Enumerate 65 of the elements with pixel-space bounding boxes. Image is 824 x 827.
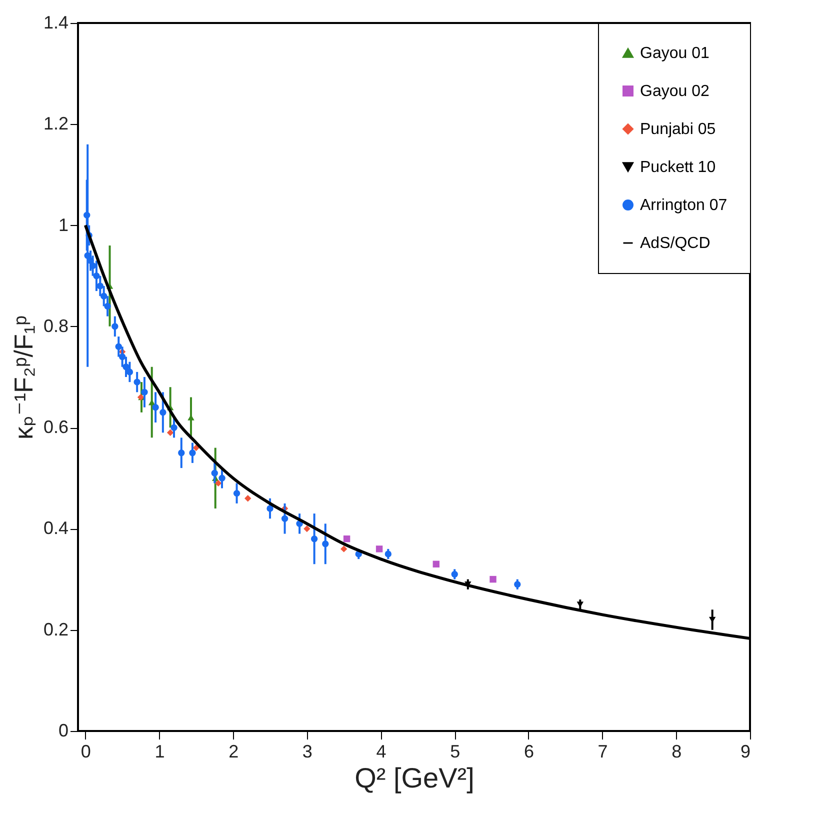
y-tick-label: 0.8 [43,316,68,336]
y-tick-label: 0.6 [43,417,68,438]
point [490,576,496,583]
point [244,495,252,502]
x-tick-label: 4 [376,742,386,762]
legend-label: Gayou 01 [640,45,710,62]
point [432,560,440,568]
point [84,212,90,219]
x-tick-label: 6 [524,742,534,762]
y-axis-title: κₚ⁻¹F₂ᵖ/F₁ᵖ [8,315,38,440]
point [384,550,392,558]
point [304,525,310,532]
point [126,368,134,376]
point [218,474,226,482]
point [96,282,104,290]
x-tick-label: 1 [154,742,165,762]
point [118,353,126,360]
y-tick-label: 1 [58,214,68,235]
point [310,535,318,542]
y-tick-label: 1.2 [43,114,68,134]
point [170,424,178,431]
point [514,580,521,588]
y-tick-label: 1.4 [43,12,68,32]
point [343,535,350,542]
point [166,429,174,436]
legend-label: Arrington 07 [640,197,728,214]
point [178,450,185,456]
point [84,252,91,259]
x-tick-label: 2 [228,742,239,762]
x-tick-label: 3 [302,742,312,762]
point [322,540,329,548]
point [211,470,218,476]
point [93,272,100,280]
point [160,409,166,416]
point [115,343,122,350]
point [100,292,108,300]
point [134,378,140,386]
point [189,450,196,456]
y-tick-label: 0 [58,720,68,740]
y-tick-label: 0.2 [43,619,68,640]
point [214,480,222,487]
legend-label: Puckett 10 [640,159,716,176]
point [376,546,383,552]
legend-label: AdS/QCD [640,235,710,252]
point [451,570,458,578]
y-tick-label: 0.4 [43,518,68,538]
point [122,364,130,370]
point [141,388,148,396]
x-axis-title: Q² [GeV²] [354,762,474,794]
legend-label: Punjabi 05 [640,121,716,138]
point [266,505,274,512]
x-tick-label: 8 [672,742,682,762]
point [233,490,240,497]
x-tick-label: 9 [740,742,750,762]
point [104,302,111,310]
x-tick-label: 0 [80,742,91,762]
x-tick-label: 7 [598,742,608,762]
point [340,546,348,552]
point [281,515,288,522]
legend-label: Gayou 02 [640,83,710,100]
x-tick-label: 5 [450,742,460,762]
point [112,323,118,330]
point [152,404,159,411]
point [576,602,584,608]
point [89,262,96,270]
